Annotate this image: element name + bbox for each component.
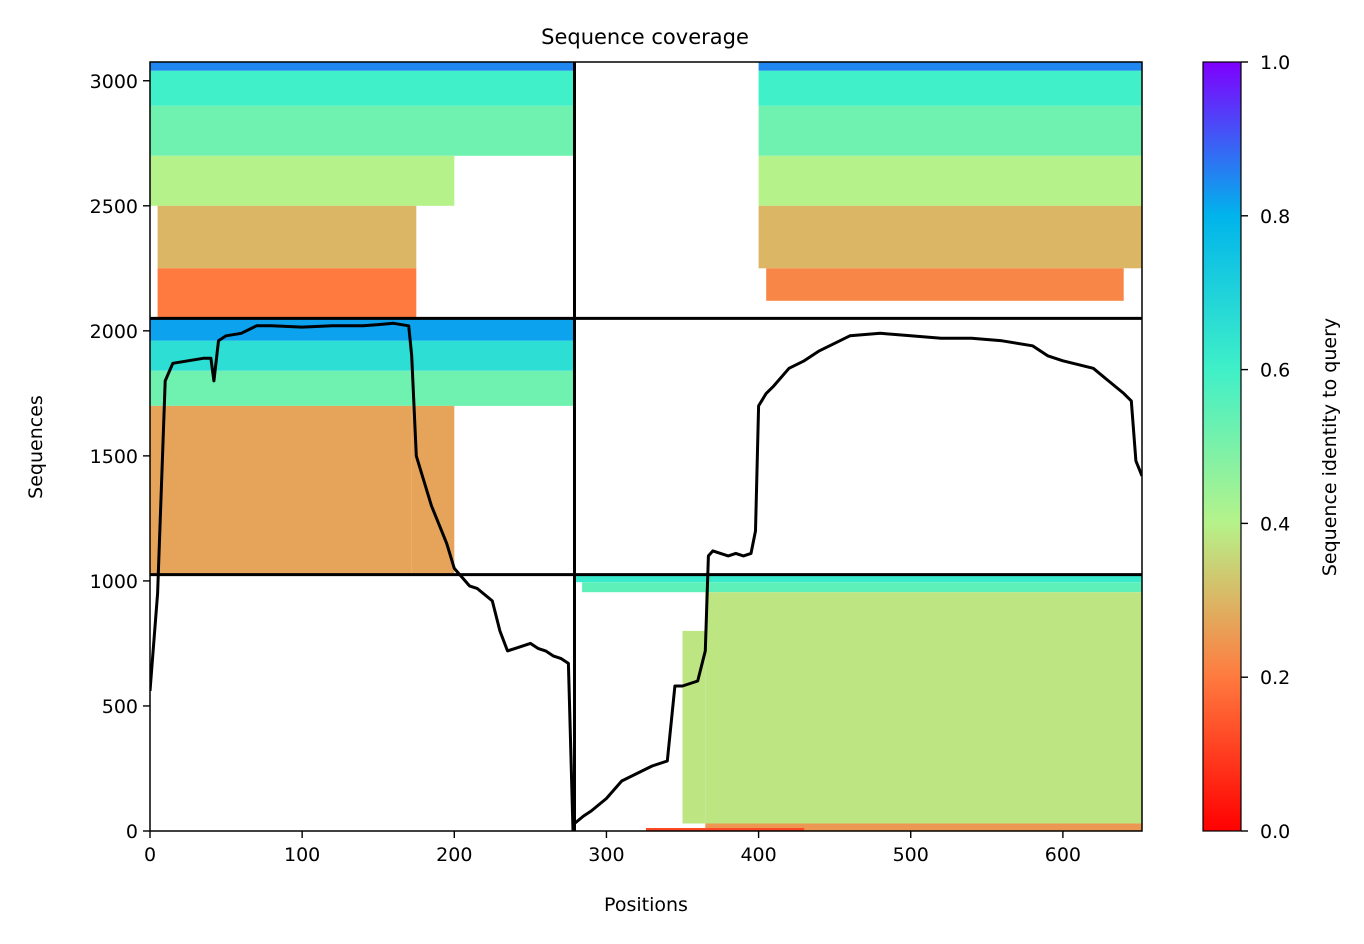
x-tick-label: 600 <box>1045 844 1081 866</box>
heatmap-cell <box>150 155 455 206</box>
x-tick-label: 400 <box>740 844 776 866</box>
block-middle-left <box>150 318 575 575</box>
y-axis-label: Sequences <box>25 395 47 499</box>
block-top-right <box>758 62 1142 301</box>
block-bottom-right <box>574 574 1142 831</box>
colorbar-ticks: 0.0 0.2 0.4 0.6 0.8 1.0 <box>1241 52 1290 843</box>
heatmap-cell <box>150 318 575 341</box>
heatmap-cell <box>157 205 417 269</box>
plot-frame <box>149 61 1143 832</box>
heatmap-cell <box>646 828 805 831</box>
chart-title: Sequence coverage <box>541 25 749 49</box>
heatmap-layer <box>150 62 1142 831</box>
block-top-left <box>150 62 575 319</box>
heatmap-cell <box>150 340 575 371</box>
colorbar-tick-label: 0.8 <box>1260 206 1290 228</box>
heatmap-cell <box>758 62 1142 71</box>
heatmap-cell <box>705 592 1142 824</box>
colorbar-tick-label: 1.0 <box>1260 52 1290 74</box>
x-axis: 0 100 200 300 400 500 600 <box>144 831 1081 866</box>
x-tick-label: 500 <box>893 844 929 866</box>
heatmap-cell <box>758 155 1142 206</box>
coverage-line-layer <box>150 321 1142 831</box>
y-tick-label: 0 <box>126 821 138 843</box>
y-tick-label: 1000 <box>90 571 138 593</box>
y-tick-label: 2000 <box>90 321 138 343</box>
y-tick-label: 500 <box>102 696 138 718</box>
colorbar-tick-label: 0.2 <box>1260 667 1290 689</box>
y-tick-label: 1500 <box>90 446 138 468</box>
y-tick-label: 3000 <box>90 71 138 93</box>
x-tick-label: 200 <box>436 844 472 866</box>
colorbar-tick-label: 0.4 <box>1260 513 1290 535</box>
heatmap-cell <box>150 62 575 71</box>
x-axis-label: Positions <box>604 894 688 916</box>
coverage-line <box>150 321 1142 831</box>
x-tick-label: 100 <box>284 844 320 866</box>
heatmap-cell <box>150 105 575 156</box>
x-tick-label: 0 <box>144 844 156 866</box>
heatmap-cell <box>150 370 575 406</box>
colorbar-tick-label: 0.6 <box>1260 360 1290 382</box>
x-tick-label: 300 <box>588 844 624 866</box>
heatmap-cell <box>157 268 417 319</box>
chain-boundary-layer <box>150 62 1142 831</box>
heatmap-cell <box>758 70 1142 106</box>
heatmap-cell <box>758 205 1142 269</box>
colorbar-gradient <box>1202 61 1242 832</box>
heatmap-cell <box>758 105 1142 156</box>
colorbar: 0.0 0.2 0.4 0.6 0.8 1.0 Sequence identity to … <box>1202 52 1341 843</box>
heatmap-cell <box>705 823 1142 831</box>
heatmap-cell <box>150 70 575 106</box>
colorbar-label: Sequence identity to query <box>1319 318 1341 576</box>
colorbar-tick-label: 0.0 <box>1260 821 1290 843</box>
y-axis: 0 500 1000 1500 2000 2500 3000 <box>90 71 150 843</box>
heatmap-cell <box>766 268 1124 301</box>
heatmap-cell <box>582 582 1142 593</box>
plot-area <box>150 62 1142 831</box>
heatmap-cell <box>150 405 412 575</box>
heatmap-cell <box>574 574 1142 583</box>
y-tick-label: 2500 <box>90 196 138 218</box>
